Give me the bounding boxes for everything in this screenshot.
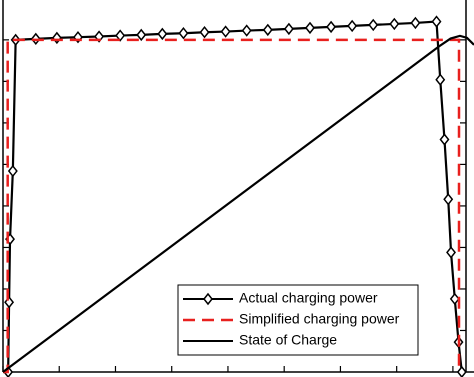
marker xyxy=(115,29,126,42)
marker xyxy=(446,246,456,259)
marker xyxy=(220,25,231,38)
marker xyxy=(439,133,450,146)
marker xyxy=(199,26,210,39)
marker xyxy=(4,296,15,309)
marker xyxy=(456,365,467,377)
marker xyxy=(443,193,454,206)
series xyxy=(3,38,461,374)
marker xyxy=(262,23,273,37)
data-line xyxy=(3,38,461,374)
marker xyxy=(178,27,189,40)
legend: Actual charging power Simplified charging… xyxy=(177,284,419,356)
marker xyxy=(449,292,460,306)
marker xyxy=(368,18,379,32)
marker xyxy=(157,27,168,41)
marker xyxy=(283,22,294,36)
marker xyxy=(136,28,147,42)
marker xyxy=(431,15,442,28)
legend-marker xyxy=(203,292,213,306)
marker xyxy=(305,21,315,35)
legend-label: Actual charging power xyxy=(239,290,378,306)
marker xyxy=(51,31,62,45)
marker xyxy=(326,20,337,34)
legend-box xyxy=(177,284,419,356)
legend-label: Simplified charging power xyxy=(239,311,400,327)
marker xyxy=(347,19,358,33)
marker xyxy=(410,16,421,30)
legend-label: State of Charge xyxy=(239,332,337,348)
marker xyxy=(389,17,400,31)
marker xyxy=(241,24,252,37)
data-line xyxy=(2,34,474,373)
series xyxy=(2,34,474,373)
marker xyxy=(435,73,446,86)
marker xyxy=(7,164,18,178)
